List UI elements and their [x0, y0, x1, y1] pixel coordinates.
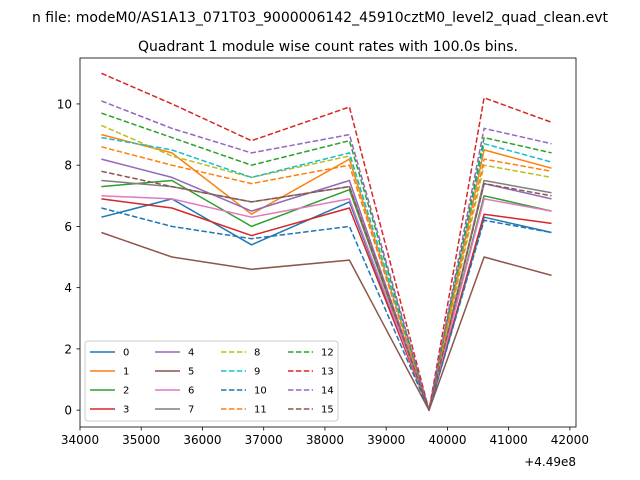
legend-label-7: 7	[188, 405, 194, 416]
series-layer	[101, 72, 552, 411]
legend-label-8: 8	[254, 348, 260, 359]
x-tick-label: 41000	[490, 433, 528, 447]
legend-label-2: 2	[123, 386, 129, 397]
legend-label-13: 13	[321, 367, 334, 378]
x-axis-offset-label: +4.49e8	[524, 455, 576, 469]
y-tick-label: 8	[64, 159, 72, 173]
y-axis: 0 2 4 6 8 10	[57, 97, 80, 418]
series-line-1	[101, 133, 552, 411]
series-line-9	[101, 136, 552, 411]
legend-label-10: 10	[254, 386, 267, 397]
chart-title: Quadrant 1 module wise count rates with …	[138, 39, 518, 55]
x-tick-label: 38000	[306, 433, 344, 447]
x-axis: 34000 35000 36000 37000 38000 39000 40000 41000…	[61, 427, 589, 447]
plot-area: 34000 35000 36000 37000 38000 39000 40000 41000…	[57, 57, 589, 469]
legend-label-3: 3	[123, 405, 129, 416]
legend-label-14: 14	[321, 386, 334, 397]
y-tick-label: 10	[57, 97, 72, 111]
series-line-14	[101, 100, 552, 411]
legend-label-9: 9	[254, 367, 260, 378]
series-line-6	[101, 195, 552, 411]
x-tick-label: 37000	[245, 433, 283, 447]
series-line-3	[101, 198, 552, 411]
series-line-12	[101, 112, 552, 411]
legend-label-12: 12	[321, 348, 334, 359]
legend-label-15: 15	[321, 405, 334, 416]
legend-label-11: 11	[254, 405, 267, 416]
x-tick-label: 42000	[551, 433, 589, 447]
x-tick-label: 40000	[428, 433, 466, 447]
axes-frame	[79, 57, 577, 428]
x-tick-label: 34000	[61, 433, 99, 447]
y-tick-label: 4	[64, 281, 72, 295]
series-line-8	[101, 124, 552, 411]
x-tick-label: 36000	[183, 433, 221, 447]
series-line-11	[101, 146, 552, 411]
series-line-10	[101, 207, 552, 411]
series-line-15	[101, 170, 552, 411]
y-tick-label: 6	[64, 220, 72, 234]
x-tick-label: 35000	[122, 433, 160, 447]
legend-box	[84, 340, 339, 422]
series-line-2	[101, 179, 552, 411]
y-tick-label: 0	[64, 404, 72, 418]
legend-label-1: 1	[123, 367, 129, 378]
legend-label-0: 0	[123, 348, 129, 359]
y-tick-label: 2	[64, 342, 72, 356]
legend-label-6: 6	[188, 386, 194, 397]
figure-suptitle: n file: modeM0/AS1A13_071T03_9000006142_…	[32, 10, 609, 26]
legend-label-4: 4	[188, 348, 194, 359]
x-tick-label: 39000	[367, 433, 405, 447]
legend-label-5: 5	[188, 367, 194, 378]
series-line-5	[101, 231, 552, 411]
